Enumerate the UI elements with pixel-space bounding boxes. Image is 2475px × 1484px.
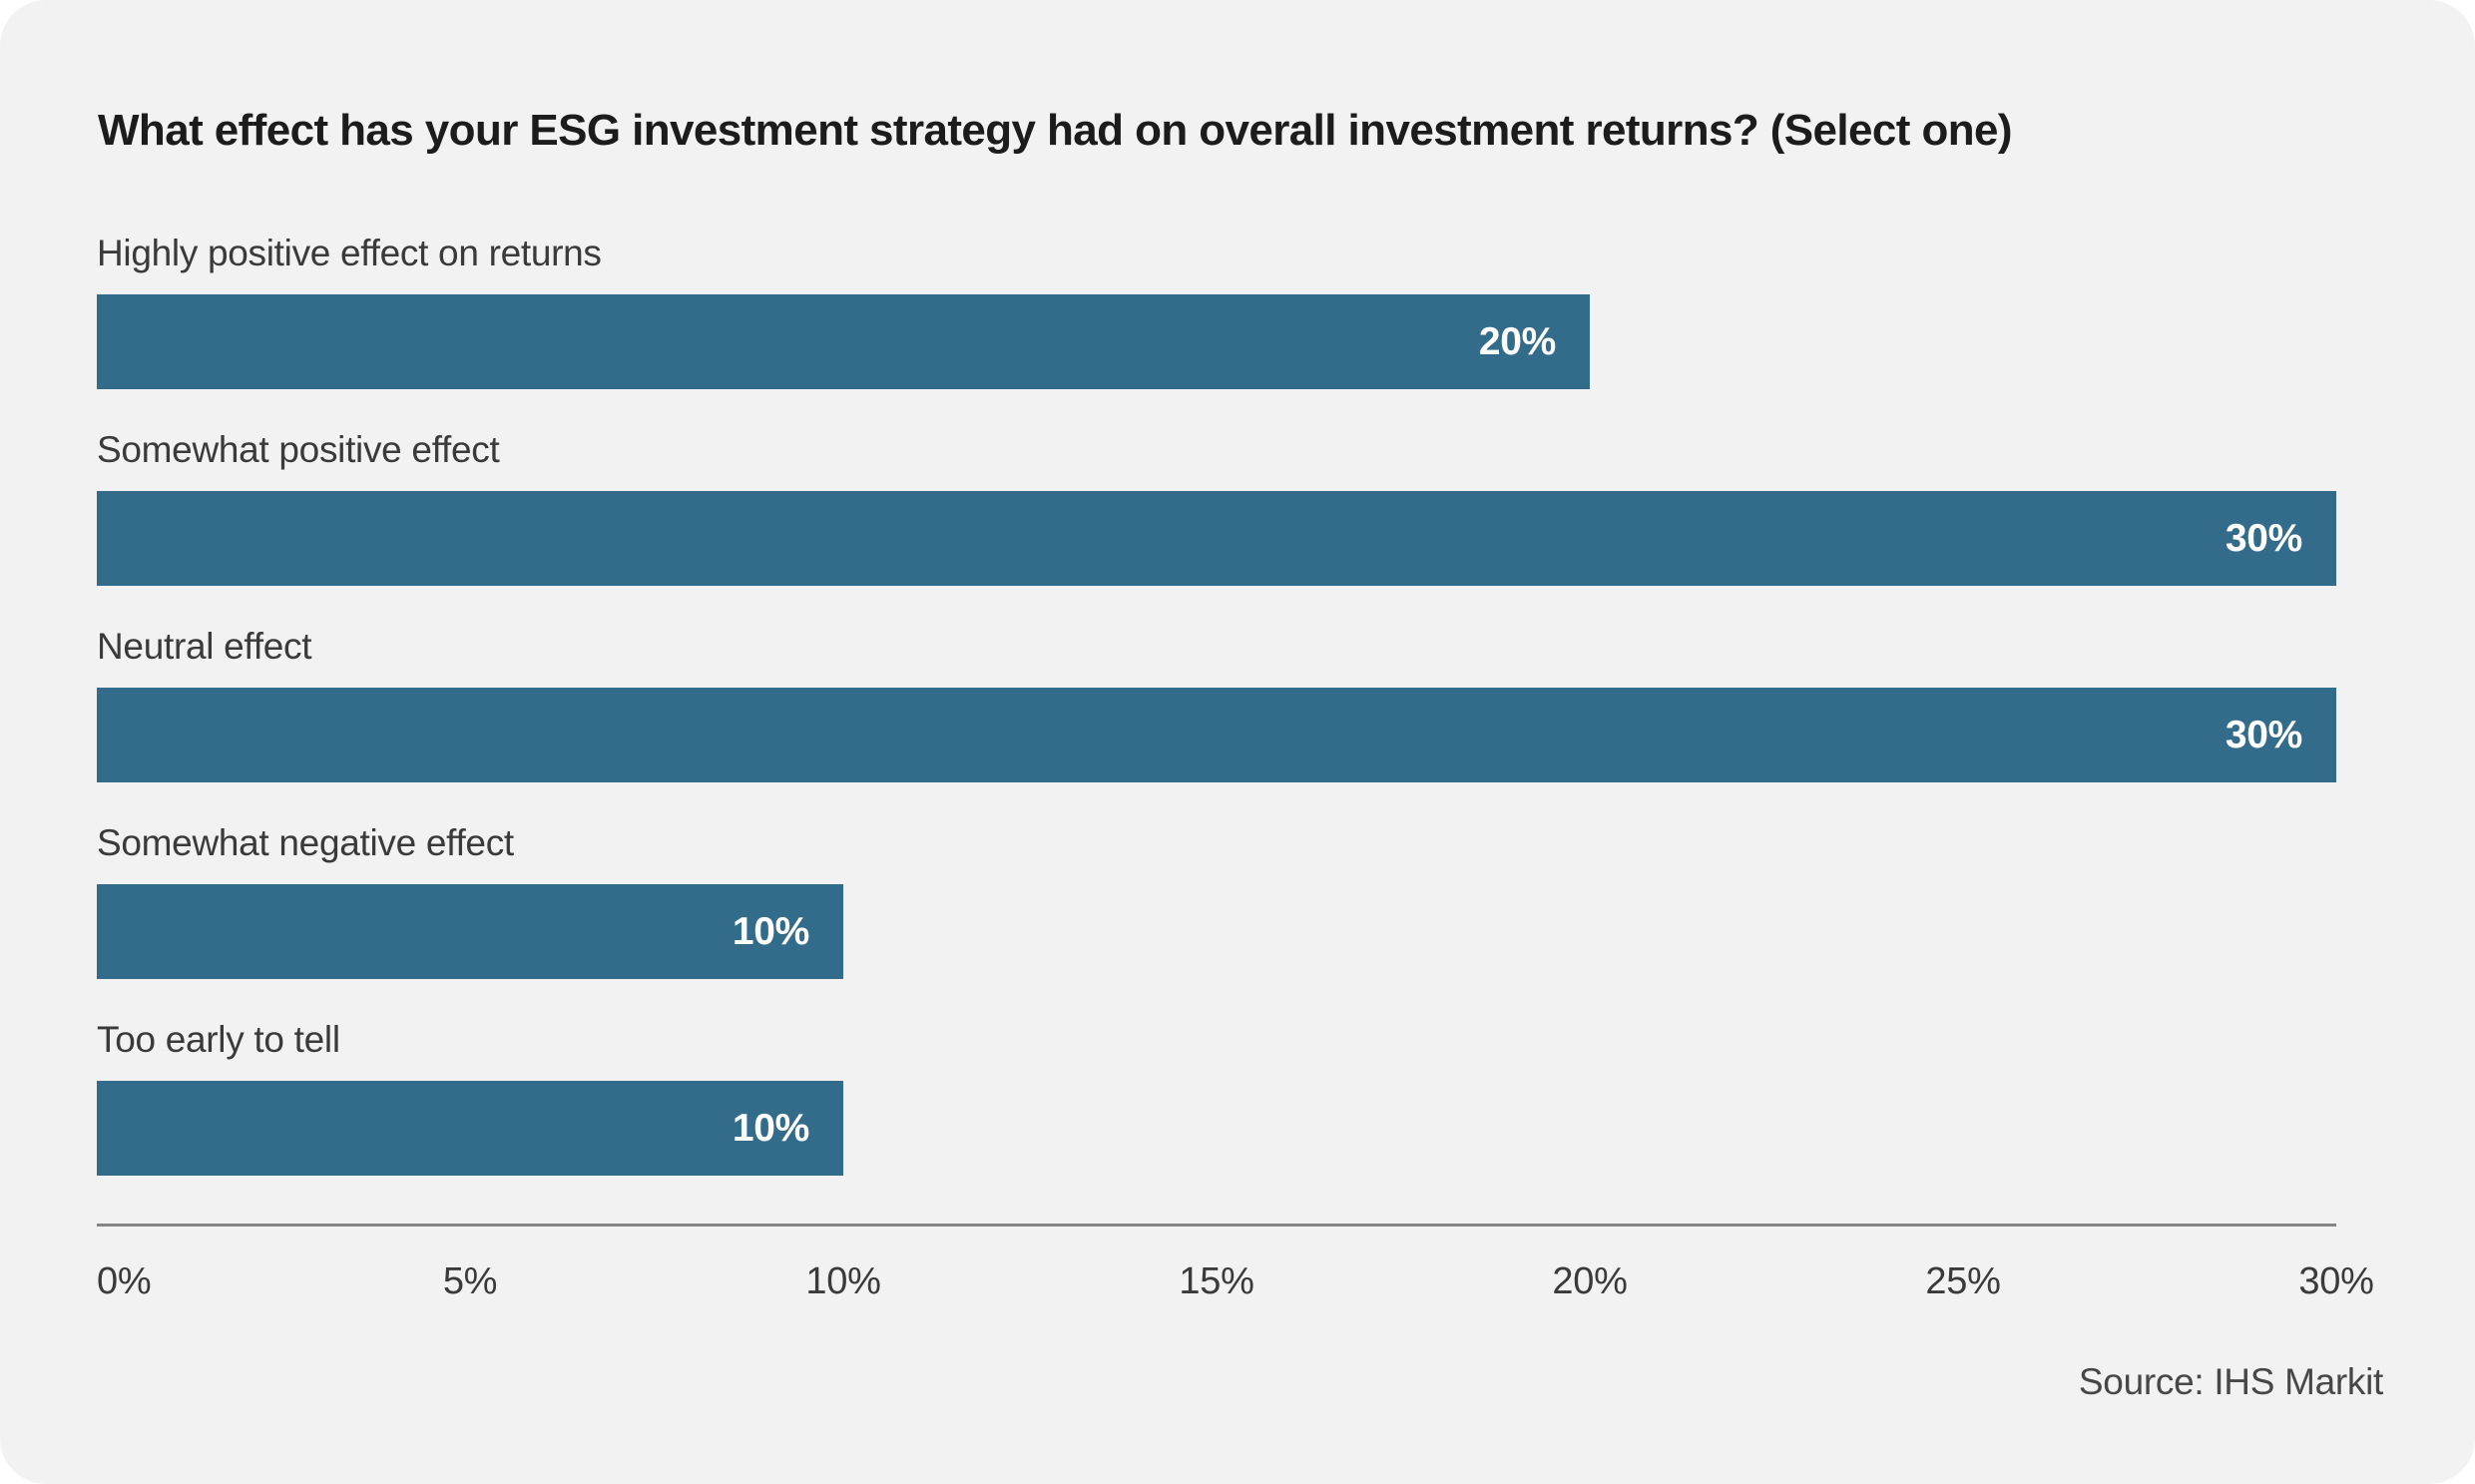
bar: 30% <box>97 491 2336 586</box>
bar: 10% <box>97 1081 843 1176</box>
chart-title: What effect has your ESG investment stra… <box>98 106 2013 155</box>
x-axis-tick-label: 30% <box>2298 1260 2374 1302</box>
bar-row: Somewhat negative effect 10% <box>97 820 2336 979</box>
x-axis-tick-label: 25% <box>1925 1260 2001 1302</box>
category-label: Highly positive effect on returns <box>97 233 602 273</box>
bar: 20% <box>97 294 1590 389</box>
bar-row: Highly positive effect on returns 20% <box>97 231 2336 389</box>
bar-row: Neutral effect 30% <box>97 624 2336 782</box>
bar-chart: Highly positive effect on returns 20% Some… <box>97 231 2336 1214</box>
x-axis-tick-label: 20% <box>1552 1260 1628 1302</box>
category-label: Somewhat negative effect <box>97 822 514 863</box>
bar-row: Somewhat positive effect 30% <box>97 427 2336 586</box>
x-axis-tick-label: 10% <box>805 1260 881 1302</box>
x-axis-ticks: 0% 5% 10% 15% 20% 25% 30% <box>97 1260 2374 1302</box>
category-label: Neutral effect <box>97 626 312 667</box>
bar-row: Too early to tell 10% <box>97 1017 2336 1176</box>
x-axis-tick-label: 0% <box>97 1260 152 1302</box>
x-axis-tick-label: 15% <box>1179 1260 1254 1302</box>
bar-value-label: 20% <box>1478 319 1556 363</box>
bar-value-label: 10% <box>732 909 809 953</box>
bar: 10% <box>97 884 843 979</box>
bar-value-label: 30% <box>2225 516 2302 560</box>
x-axis-tick-label: 5% <box>442 1260 498 1302</box>
x-axis-line <box>97 1224 2336 1227</box>
bar-value-label: 30% <box>2225 713 2302 756</box>
source-note: Source: IHS Markit <box>2078 1361 2383 1402</box>
bar-value-label: 10% <box>732 1106 809 1150</box>
bar: 30% <box>97 688 2336 782</box>
category-label: Too early to tell <box>97 1019 340 1060</box>
category-label: Somewhat positive effect <box>97 429 500 470</box>
